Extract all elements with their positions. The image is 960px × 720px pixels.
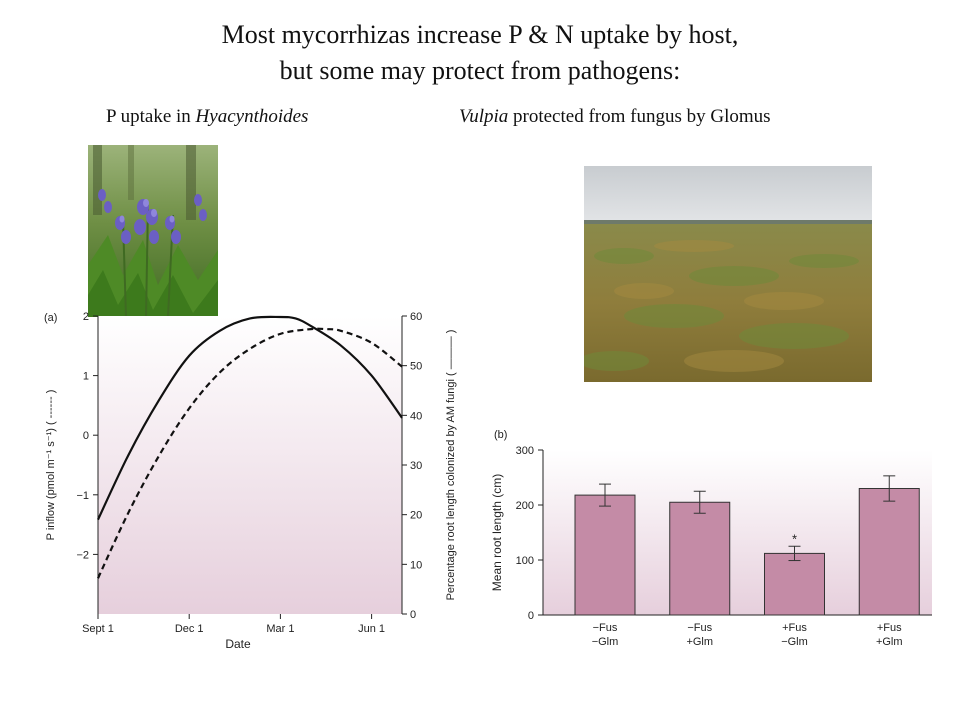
slide-title-line-1: Most mycorrhizas increase P & N uptake b… bbox=[221, 20, 739, 49]
right-caption-suffix: protected from fungus by Glomus bbox=[508, 106, 771, 127]
chart-a-left-tick-label: −1 bbox=[76, 490, 89, 502]
left-caption: P uptake in Hyacynthoides bbox=[106, 106, 308, 128]
chart-b-bar bbox=[669, 501, 731, 616]
chart-b-y-tick-label: 100 bbox=[516, 555, 534, 567]
bluebell-flowers-photo bbox=[88, 145, 218, 317]
chart-a-left-tick-label: 0 bbox=[83, 430, 89, 442]
chart-a-x-axis-label: Date bbox=[225, 637, 251, 651]
chart-b-category-label-line2: +Glm bbox=[876, 636, 903, 648]
chart-b-y-tick-label: 0 bbox=[528, 610, 534, 622]
chart-b-category-label-line2: −Glm bbox=[781, 636, 808, 648]
chart-b-category-label-line2: −Glm bbox=[592, 636, 619, 648]
chart-a-right-tick-label: 30 bbox=[410, 460, 422, 472]
chart-b-category-label-line1: −Fus bbox=[593, 622, 618, 634]
root-length-bar-chart: 300 200 100 0 −Fus −Glm −Fus +Glm * +Fus −Glm +Fus… bbox=[490, 429, 932, 648]
chart-b-y-tick-label: 200 bbox=[516, 500, 534, 512]
chart-a-colonization-line bbox=[97, 315, 403, 521]
chart-a-right-y-axis-label: Percentage root length colonized by AM f… bbox=[445, 330, 457, 601]
chart-b-panel-label: (b) bbox=[494, 429, 507, 441]
chart-b-bar bbox=[858, 488, 920, 616]
chart-a-x-tick-label: Sept 1 bbox=[82, 623, 114, 635]
chart-a-left-tick-label: 1 bbox=[83, 371, 89, 383]
chart-a-panel-label: (a) bbox=[44, 312, 57, 324]
right-caption-species: Vulpia bbox=[459, 106, 509, 127]
left-caption-species: Hyacynthoides bbox=[195, 106, 309, 127]
chart-a-x-tick-label: Jun 1 bbox=[358, 623, 385, 635]
chart-a-right-tick-label: 60 bbox=[410, 311, 422, 323]
chart-b-category-label-line2: +Glm bbox=[686, 636, 713, 648]
chart-b-y-tick-label: 300 bbox=[516, 445, 534, 457]
chart-b-significance-marker: * bbox=[792, 531, 797, 546]
chart-b-category-label-line1: +Fus bbox=[782, 622, 807, 634]
chart-a-right-tick-label: 0 bbox=[410, 609, 416, 621]
slide-title-line-2: but some may protect from pathogens: bbox=[279, 56, 681, 85]
chart-a-right-tick-label: 20 bbox=[410, 510, 422, 522]
chart-a-x-tick-label: Dec 1 bbox=[175, 623, 204, 635]
chart-a-left-y-axis-label: P inflow (pmol m⁻¹ s⁻¹) ( ------ ) bbox=[45, 390, 57, 541]
chart-a-right-tick-label: 50 bbox=[410, 361, 422, 373]
chart-a-right-tick-label: 10 bbox=[410, 559, 422, 571]
chart-a-p-inflow-line bbox=[97, 327, 403, 579]
chart-b-bar bbox=[574, 494, 636, 616]
chart-a-x-tick-label: Mar 1 bbox=[266, 623, 294, 635]
right-caption: Vulpia protected from fungus by Glomus bbox=[459, 106, 771, 128]
chart-a-right-tick-label: 40 bbox=[410, 410, 422, 422]
chart-a-plot-area bbox=[98, 316, 402, 614]
chart-a-left-tick-label: 2 bbox=[83, 311, 89, 323]
left-caption-prefix: P uptake in bbox=[106, 106, 196, 127]
grassland-field-photo bbox=[584, 166, 872, 382]
chart-b-category-label-line1: +Fus bbox=[877, 622, 902, 634]
chart-b-y-axis-label: Mean root length (cm) bbox=[490, 474, 504, 591]
chart-b-category-label-line1: −Fus bbox=[687, 622, 712, 634]
chart-b-bar bbox=[764, 552, 825, 616]
chart-a-left-tick-label: −2 bbox=[76, 549, 89, 561]
